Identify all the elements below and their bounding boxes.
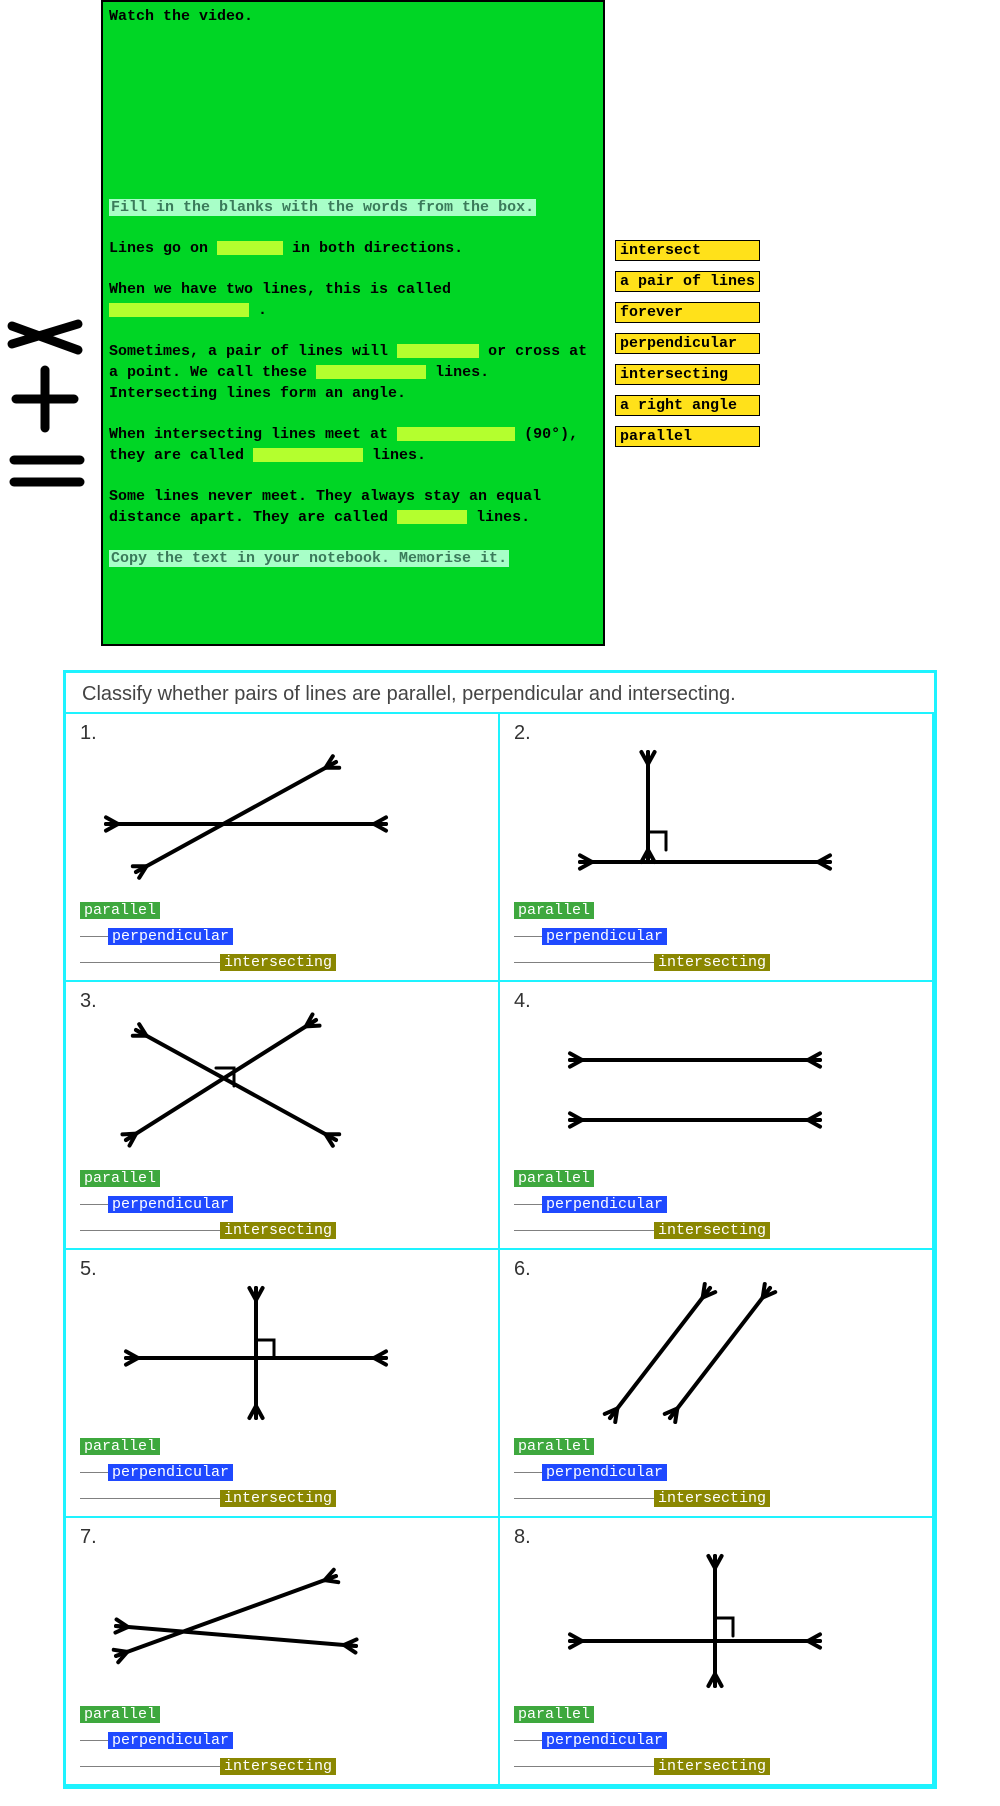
decor-math-icons — [0, 310, 100, 510]
line-diagram — [106, 742, 416, 892]
sentence-3: Sometimes, a pair of lines will or cross… — [109, 341, 597, 404]
answer-options: parallel perpendicular intersecting — [80, 1432, 360, 1510]
choice-intersecting[interactable]: intersecting — [654, 1758, 770, 1775]
choice-perpendicular[interactable]: perpendicular — [108, 1732, 233, 1749]
choice-parallel[interactable]: parallel — [514, 902, 594, 919]
line-diagram — [106, 1546, 416, 1696]
choice-intersecting[interactable]: intersecting — [654, 1222, 770, 1239]
line-diagram — [540, 742, 850, 892]
blank-5[interactable] — [397, 427, 515, 441]
classify-cell: 1. parallel perpendicular — [64, 712, 500, 982]
fill-in-panel: Watch the video. Fill in the blanks with… — [101, 0, 605, 646]
blank-3[interactable] — [397, 344, 479, 358]
classify-cell: 2. parallel perpendicular — [498, 712, 934, 982]
blank-1[interactable] — [217, 241, 283, 255]
line-diagram — [540, 1010, 850, 1160]
blank-6[interactable] — [253, 448, 363, 462]
wordbox-item[interactable]: intersect — [615, 240, 760, 261]
answer-options: parallel perpendicular intersecting — [80, 896, 360, 974]
wordbox-item[interactable]: forever — [615, 302, 760, 323]
classify-cell: 6. parallel perpendicular — [498, 1248, 934, 1518]
sentence-5: Some lines never meet. They always stay … — [109, 486, 597, 528]
classify-grid: 1. parallel perpendicular — [66, 714, 934, 1786]
top-region: Watch the video. Fill in the blanks with… — [0, 0, 1000, 670]
choice-parallel[interactable]: parallel — [514, 1170, 594, 1187]
answer-options: parallel perpendicular intersecting — [514, 1164, 794, 1242]
choice-intersecting[interactable]: intersecting — [220, 1490, 336, 1507]
answer-options: parallel perpendicular intersecting — [514, 896, 794, 974]
blank-2[interactable] — [109, 303, 249, 317]
classify-panel: Classify whether pairs of lines are para… — [63, 670, 937, 1789]
line-diagram — [540, 1546, 850, 1696]
choice-intersecting[interactable]: intersecting — [220, 954, 336, 971]
choice-perpendicular[interactable]: perpendicular — [108, 928, 233, 945]
choice-parallel[interactable]: parallel — [80, 1438, 160, 1455]
choice-intersecting[interactable]: intersecting — [654, 954, 770, 971]
answer-options: parallel perpendicular intersecting — [80, 1164, 360, 1242]
classify-cell: 5. parallel perpendicular — [64, 1248, 500, 1518]
wordbox-item[interactable]: a pair of lines — [615, 271, 760, 292]
line-diagram — [540, 1278, 850, 1428]
watch-video-text: Watch the video. — [109, 6, 597, 27]
choice-perpendicular[interactable]: perpendicular — [108, 1196, 233, 1213]
classify-cell: 7. parallel perpendicular — [64, 1516, 500, 1786]
sentence-1: Lines go on in both directions. — [109, 238, 597, 259]
line-diagram — [106, 1278, 416, 1428]
classify-cell: 3. parallel perpendicular — [64, 980, 500, 1250]
wordbox-item[interactable]: perpendicular — [615, 333, 760, 354]
choice-parallel[interactable]: parallel — [514, 1706, 594, 1723]
word-bank: intersect a pair of lines forever perpendic… — [615, 240, 760, 447]
sentence-4: When intersecting lines meet at (90°), t… — [109, 424, 597, 466]
classify-cell: 8. parallel perpendicular — [498, 1516, 934, 1786]
wordbox-item[interactable]: intersecting — [615, 364, 760, 385]
choice-parallel[interactable]: parallel — [80, 1170, 160, 1187]
choice-parallel[interactable]: parallel — [514, 1438, 594, 1455]
instruction-text: Fill in the blanks with the words from t… — [109, 199, 536, 216]
answer-options: parallel perpendicular intersecting — [80, 1700, 360, 1778]
blank-4[interactable] — [316, 365, 426, 379]
answer-options: parallel perpendicular intersecting — [514, 1700, 794, 1778]
answer-options: parallel perpendicular intersecting — [514, 1432, 794, 1510]
choice-intersecting[interactable]: intersecting — [654, 1490, 770, 1507]
choice-perpendicular[interactable]: perpendicular — [542, 1732, 667, 1749]
classify-title: Classify whether pairs of lines are para… — [66, 673, 934, 714]
sentence-2: When we have two lines, this is called . — [109, 279, 597, 321]
choice-intersecting[interactable]: intersecting — [220, 1758, 336, 1775]
choice-intersecting[interactable]: intersecting — [220, 1222, 336, 1239]
blank-7[interactable] — [397, 510, 467, 524]
choice-perpendicular[interactable]: perpendicular — [542, 1464, 667, 1481]
choice-perpendicular[interactable]: perpendicular — [108, 1464, 233, 1481]
choice-perpendicular[interactable]: perpendicular — [542, 1196, 667, 1213]
wordbox-item[interactable]: parallel — [615, 426, 760, 447]
line-diagram — [106, 1010, 416, 1160]
cross-plus-equals-icon — [0, 310, 100, 510]
choice-parallel[interactable]: parallel — [80, 1706, 160, 1723]
choice-parallel[interactable]: parallel — [80, 902, 160, 919]
classify-cell: 4. parallel perpendicular — [498, 980, 934, 1250]
copy-instruction-text: Copy the text in your notebook. Memorise… — [109, 550, 509, 567]
wordbox-item[interactable]: a right angle — [615, 395, 760, 416]
choice-perpendicular[interactable]: perpendicular — [542, 928, 667, 945]
